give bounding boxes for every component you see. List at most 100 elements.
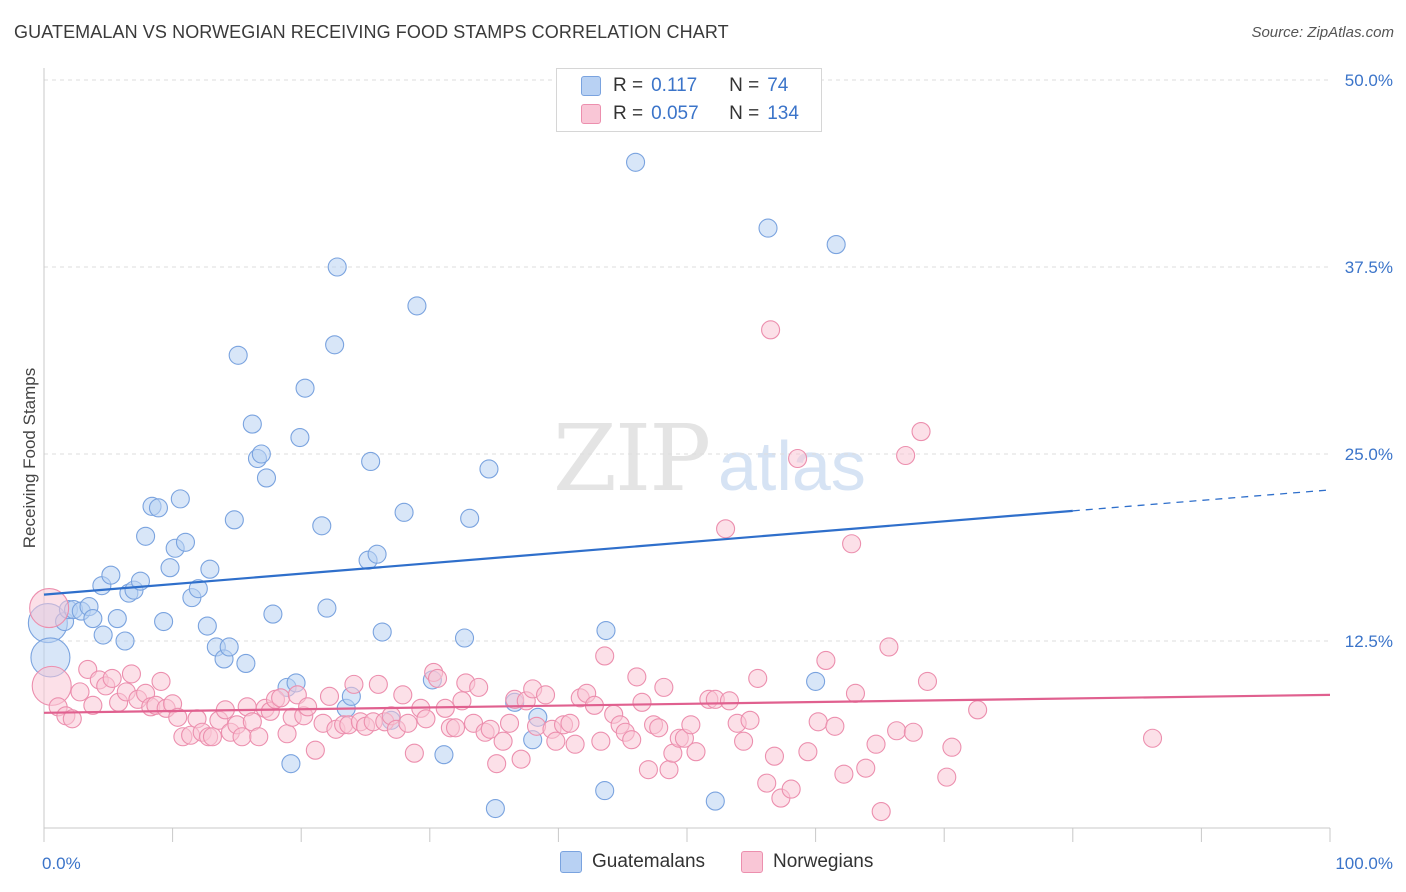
data-point	[705, 791, 725, 811]
data-point	[740, 710, 760, 730]
x-tick-label: 0.0%	[42, 854, 81, 873]
data-point	[107, 609, 127, 629]
data-point	[290, 427, 310, 448]
data-point	[757, 773, 777, 793]
data-point	[686, 742, 706, 762]
data-point	[251, 444, 271, 464]
data-point	[398, 713, 418, 733]
data-point	[62, 709, 82, 729]
data-point	[295, 378, 315, 398]
legend-row-guatemalans: R = 0.117 N = 74	[581, 73, 788, 99]
watermark: ZIP atlas	[553, 405, 866, 512]
data-point	[565, 734, 585, 754]
data-point	[654, 677, 674, 697]
legend-n-label: N =	[729, 75, 760, 96]
data-point	[367, 544, 387, 564]
y-tick-label: 50.0%	[1345, 71, 1393, 90]
data-point	[748, 668, 768, 688]
data-point	[834, 764, 854, 784]
y-tick-label: 12.5%	[1345, 632, 1393, 651]
data-point	[361, 451, 381, 472]
data-point	[632, 692, 652, 712]
data-point	[761, 320, 781, 340]
data-point	[188, 579, 208, 599]
data-point	[535, 685, 556, 705]
data-point	[511, 749, 531, 769]
data-point	[200, 559, 220, 579]
series-norwegians-points	[29, 320, 1163, 822]
trend-line-0	[43, 509, 1073, 596]
data-point	[493, 731, 513, 751]
trend-line-1	[43, 693, 1331, 714]
data-point	[115, 631, 135, 651]
chart-title: GUATEMALAN VS NORWEGIAN RECEIVING FOOD S…	[14, 22, 729, 42]
data-point	[856, 758, 876, 778]
data-point	[649, 718, 669, 738]
data-point	[479, 459, 499, 479]
data-point	[256, 468, 277, 488]
data-point	[102, 668, 122, 688]
legend-n-value: 134	[767, 103, 799, 124]
data-point	[121, 664, 141, 684]
data-point	[83, 695, 103, 715]
data-point	[595, 646, 615, 666]
stats-legend: R = 0.117 N = 74 R = 0.057 N = 134	[556, 68, 822, 132]
data-point	[101, 565, 121, 585]
data-point	[758, 218, 778, 238]
data-point	[781, 779, 801, 799]
legend-swatch-norwegians	[581, 104, 601, 124]
tick-labels: 12.5% 25.0% 37.5% 50.0% 0.0% 100.0%	[42, 71, 1393, 873]
data-point	[202, 727, 223, 747]
data-point	[842, 534, 862, 554]
data-point	[325, 335, 345, 355]
data-point	[808, 712, 828, 732]
data-point	[31, 665, 72, 706]
data-point	[327, 257, 347, 277]
legend-n-label: N =	[729, 103, 760, 124]
legend-swatch-norwegians	[741, 851, 763, 873]
data-point	[70, 682, 90, 702]
data-point	[480, 719, 500, 739]
data-point	[445, 718, 466, 738]
data-point	[871, 801, 891, 822]
data-point	[427, 668, 448, 688]
legend-item-norwegians: Norwegians	[741, 851, 873, 873]
data-point	[305, 740, 325, 760]
legend-item-guatemalans: Guatemalans	[560, 851, 705, 873]
data-point	[469, 677, 489, 697]
legend-row-norwegians: R = 0.057 N = 134	[581, 101, 799, 127]
data-point	[151, 671, 171, 691]
data-point	[596, 620, 616, 641]
data-point	[263, 604, 283, 624]
x-tick-label: 100.0%	[1335, 854, 1393, 873]
data-point	[896, 445, 916, 466]
data-point	[93, 625, 113, 645]
data-point	[764, 746, 784, 766]
data-point	[452, 691, 472, 711]
data-point	[460, 508, 480, 528]
data-point	[319, 686, 340, 706]
series-guatemalans-points	[27, 152, 846, 819]
data-point	[249, 727, 269, 747]
data-point	[83, 609, 103, 629]
data-point	[271, 688, 291, 708]
data-point	[638, 760, 658, 780]
data-point	[416, 709, 436, 729]
data-point	[160, 558, 180, 578]
data-point	[242, 414, 262, 434]
data-point	[407, 296, 427, 316]
y-tick-label: 37.5%	[1345, 258, 1393, 277]
data-point	[404, 743, 424, 763]
data-point	[879, 637, 899, 657]
legend-r-label: R =	[613, 75, 644, 96]
data-point	[798, 742, 818, 762]
data-point	[1142, 728, 1163, 748]
data-point	[236, 653, 256, 673]
watermark-zip: ZIP	[553, 405, 709, 512]
y-tick-label: 25.0%	[1345, 445, 1393, 464]
data-point	[681, 715, 701, 735]
data-point	[719, 691, 739, 711]
data-point	[219, 637, 239, 657]
data-point	[826, 235, 846, 255]
data-point	[816, 650, 836, 670]
